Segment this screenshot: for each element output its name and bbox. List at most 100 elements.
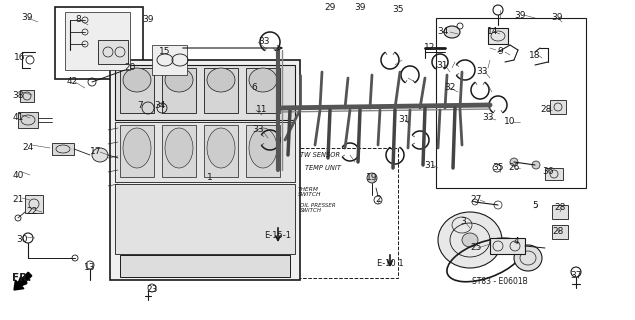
Circle shape (510, 158, 518, 166)
Bar (120, 68, 154, 113)
Text: 19: 19 (366, 173, 378, 182)
Bar (55, 7, 143, 79)
Bar (120, 255, 290, 277)
Text: 41: 41 (12, 114, 23, 123)
Bar (115, 65, 295, 120)
Bar (98, 40, 128, 64)
Bar (18, 112, 38, 128)
Text: 29: 29 (324, 4, 336, 12)
Ellipse shape (207, 128, 235, 168)
Bar (290, 148, 398, 278)
Ellipse shape (165, 128, 193, 168)
Text: 22: 22 (27, 207, 37, 217)
Text: 31: 31 (436, 60, 448, 69)
Bar (65, 12, 130, 70)
Text: 10: 10 (504, 117, 516, 126)
Ellipse shape (123, 68, 151, 92)
Ellipse shape (249, 128, 277, 168)
Text: 9: 9 (497, 47, 503, 57)
Ellipse shape (207, 68, 235, 92)
Text: TW SENSOR: TW SENSOR (300, 152, 340, 158)
Text: 23: 23 (146, 285, 157, 294)
Text: 32: 32 (444, 84, 456, 92)
Text: 39: 39 (21, 13, 33, 22)
Text: 31: 31 (424, 161, 436, 170)
Bar (20, 90, 34, 102)
Text: 35: 35 (392, 5, 404, 14)
Bar (550, 100, 566, 114)
Bar (52, 143, 74, 155)
Circle shape (532, 161, 540, 169)
Text: 33: 33 (482, 114, 494, 123)
Bar (110, 60, 300, 280)
Text: 5: 5 (532, 201, 538, 210)
Bar (162, 68, 196, 113)
Text: 30: 30 (17, 236, 28, 244)
Text: 33: 33 (252, 125, 264, 134)
Bar (552, 205, 568, 219)
Text: 31: 31 (398, 116, 410, 124)
Text: 1: 1 (207, 173, 213, 182)
Text: 3: 3 (460, 218, 466, 227)
Text: 11: 11 (257, 106, 268, 115)
Text: 33: 33 (476, 68, 488, 76)
Ellipse shape (514, 245, 542, 271)
Circle shape (367, 173, 377, 183)
Text: ST83 - E0601B: ST83 - E0601B (472, 277, 528, 286)
Text: 6: 6 (251, 84, 257, 92)
Text: 33: 33 (258, 37, 270, 46)
Text: 38: 38 (12, 91, 23, 100)
Bar (490, 238, 525, 254)
Text: 17: 17 (90, 148, 102, 156)
Text: 8: 8 (75, 15, 81, 25)
Text: 27: 27 (471, 196, 482, 204)
Bar (246, 68, 280, 113)
Text: 39: 39 (551, 13, 563, 22)
Text: 34: 34 (438, 28, 449, 36)
Text: 14: 14 (487, 28, 498, 36)
Text: 37: 37 (570, 270, 582, 279)
Text: 13: 13 (84, 262, 96, 271)
Bar (25, 195, 43, 213)
Text: 4: 4 (513, 237, 519, 246)
Bar (246, 125, 280, 177)
Text: 28: 28 (552, 228, 564, 236)
Text: THERM
SWITCH: THERM SWITCH (298, 187, 321, 197)
Bar (115, 184, 295, 254)
Bar (436, 18, 586, 188)
Ellipse shape (92, 148, 108, 162)
Text: TEMP UNIT: TEMP UNIT (305, 165, 341, 171)
Text: 39: 39 (354, 4, 366, 12)
Text: 24: 24 (22, 143, 34, 153)
Text: 34: 34 (154, 100, 166, 109)
Text: 18: 18 (529, 51, 541, 60)
Bar (162, 125, 196, 177)
Text: 25: 25 (471, 244, 482, 252)
Text: 26: 26 (508, 164, 519, 172)
Text: 35: 35 (492, 164, 504, 172)
Text: 7: 7 (137, 100, 143, 109)
Text: 15: 15 (159, 47, 171, 57)
Bar (488, 28, 508, 44)
Text: 40: 40 (12, 171, 23, 180)
Ellipse shape (249, 68, 277, 92)
Text: 2: 2 (375, 196, 381, 204)
Text: 42: 42 (67, 77, 77, 86)
Text: 39: 39 (142, 15, 154, 25)
Text: 39: 39 (514, 11, 526, 20)
Bar (152, 45, 187, 75)
Bar (120, 125, 154, 177)
FancyArrow shape (14, 272, 32, 290)
Text: 28: 28 (554, 204, 566, 212)
Text: FR.: FR. (12, 273, 32, 283)
Text: 21: 21 (12, 196, 23, 204)
Bar (545, 168, 563, 180)
Bar (552, 225, 568, 239)
Text: E-10 1: E-10 1 (377, 260, 403, 268)
Ellipse shape (123, 128, 151, 168)
Text: 20: 20 (124, 63, 136, 73)
Ellipse shape (438, 212, 502, 268)
Text: 12: 12 (424, 44, 436, 52)
Text: E-15-1: E-15-1 (265, 231, 291, 241)
Ellipse shape (444, 26, 460, 38)
